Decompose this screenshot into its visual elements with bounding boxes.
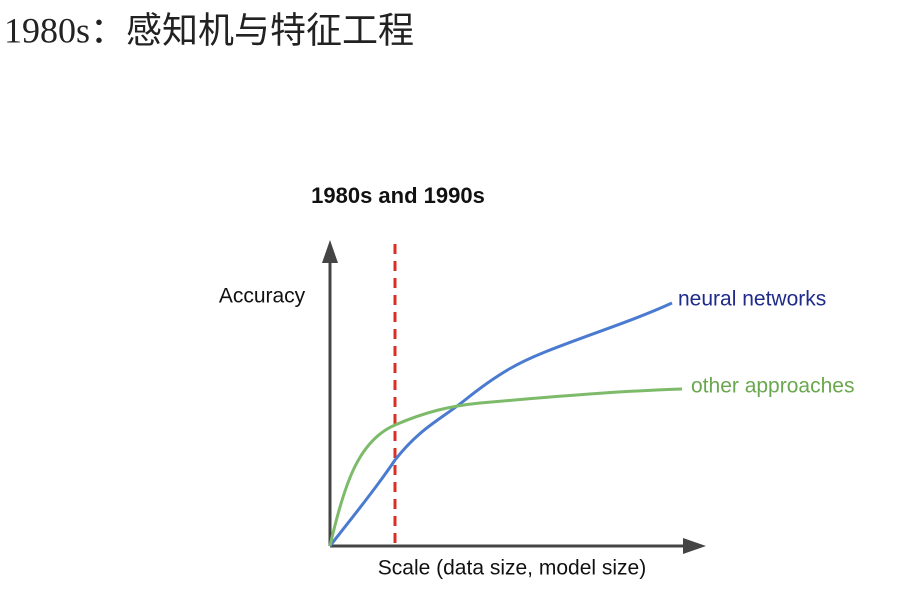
y-label: Accuracy bbox=[219, 285, 306, 308]
curve-label: neural networks bbox=[678, 288, 826, 311]
x-label: Scale (data size, model size) bbox=[378, 557, 646, 580]
diagram-title: 1980s and 1990s bbox=[311, 183, 485, 208]
neural-networks-curve bbox=[328, 301, 673, 547]
y-arrow bbox=[322, 240, 338, 263]
other-approaches-curve bbox=[328, 387, 683, 547]
curve-label: other approaches bbox=[691, 375, 854, 398]
slide-title: 1980s：感知机与特征工程 bbox=[4, 10, 414, 50]
x-arrow bbox=[683, 538, 706, 554]
